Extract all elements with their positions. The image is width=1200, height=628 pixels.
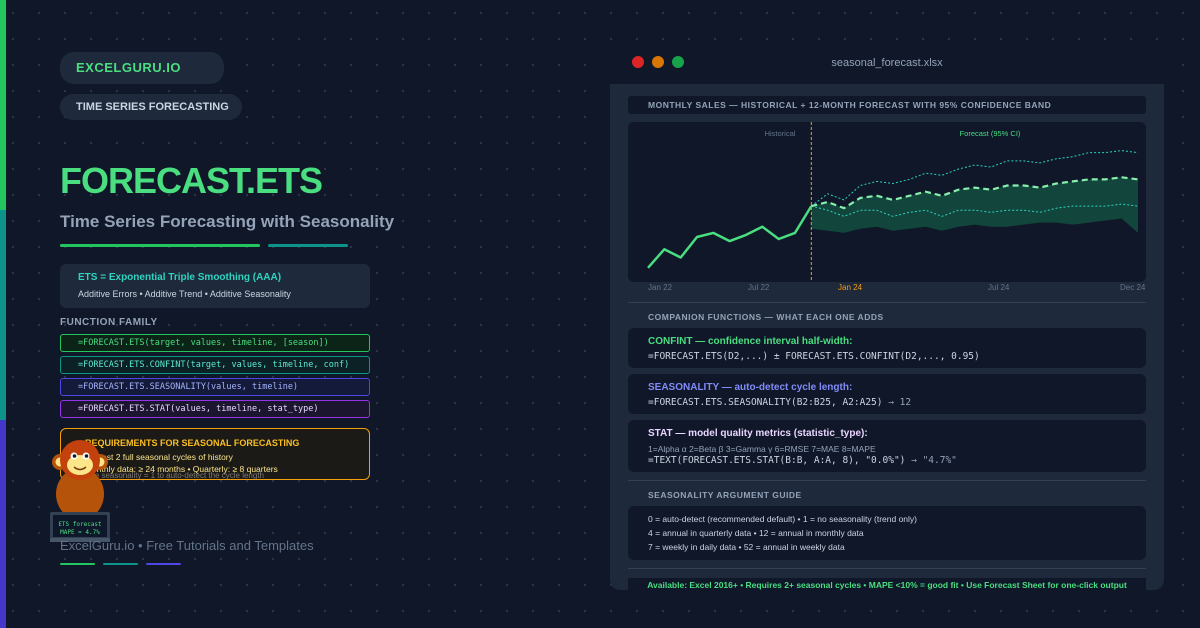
guide-line-1: 0 = auto-detect (recommended default) • … [648, 514, 917, 524]
seasonality-result: → 12 [888, 397, 912, 408]
brand-pill: EXCELGURU.IO [60, 52, 224, 84]
stat-card: STAT — model quality metrics (statistic_… [628, 420, 1146, 472]
x-tick-dec24: Dec 24 [1120, 283, 1146, 292]
footer-line-green [60, 563, 95, 565]
window-minimize-button[interactable] [652, 56, 664, 68]
ci-lower-line [811, 203, 1139, 217]
historical-series-line [647, 205, 813, 269]
seasonality-formula: =FORECAST.ETS.SEASONALITY(B2:B25, A2:A25… [648, 397, 911, 408]
seasonality-guide-box: 0 = auto-detect (recommended default) • … [628, 506, 1146, 560]
requirements-line-1: At least 2 full seasonal cycles of histo… [85, 452, 233, 462]
guide-line-3: 7 = weekly in daily data • 52 = annual i… [648, 542, 845, 552]
monkey-mascot-illustration: ETS forecast MAPE = 4.7% [48, 438, 114, 544]
confint-formula: =FORECAST.ETS(D2,...) ± FORECAST.ETS.CON… [648, 351, 980, 362]
ets-definition-box: ETS = Exponential Triple Smoothing (AAA)… [60, 264, 370, 308]
forecast-annotation: Forecast (95% CI) [960, 129, 1021, 138]
forecast-chart-svg: Historical Forecast (95% CI) [647, 122, 1139, 282]
historical-annotation: Historical [765, 129, 796, 138]
divider [628, 480, 1146, 481]
stat-result: → "4.7%" [911, 455, 957, 466]
forecast-chart: Historical Forecast (95% CI) [628, 122, 1146, 282]
requirements-line-2: Monthly data: ≥ 24 months • Quarterly: ≥… [85, 464, 278, 474]
mascot-screen-line-1: ETS forecast [58, 521, 102, 528]
stat-codes: 1=Alpha α 2=Beta β 3=Gamma γ 6=RMSE 7=MA… [648, 444, 876, 454]
divider [628, 568, 1146, 569]
stat-title: STAT — model quality metrics (statistic_… [648, 428, 868, 439]
function-forecast-ets-seasonality: =FORECAST.ETS.SEASONALITY(values, timeli… [60, 378, 370, 396]
window-close-button[interactable] [632, 56, 644, 68]
topic-pill: TIME SERIES FORECASTING [60, 94, 242, 120]
forecast-fill-band [811, 177, 1138, 233]
requirements-line-3: Use seasonality = 1 to auto-detect the c… [85, 471, 264, 480]
requirements-box: REQUIREMENTS FOR SEASONAL FORECASTING At… [60, 428, 370, 480]
confint-title: CONFINT — confidence interval half-width… [648, 336, 853, 347]
title-underline-teal [268, 244, 348, 247]
seasonality-card: SEASONALITY — auto-detect cycle length: … [628, 374, 1146, 414]
guide-line-2: 4 = annual in quarterly data • 12 = annu… [648, 528, 864, 538]
seasonality-title: SEASONALITY — auto-detect cycle length: [648, 382, 853, 393]
forecast-series-line [811, 176, 1139, 210]
function-forecast-ets-confint: =FORECAST.ETS.CONFINT(target, values, ti… [60, 356, 370, 374]
divider [628, 302, 1146, 303]
x-tick-jul24: Jul 24 [988, 283, 1010, 292]
window-title: seasonal_forecast.xlsx [831, 57, 943, 69]
requirements-title: REQUIREMENTS FOR SEASONAL FORECASTING [85, 438, 300, 448]
accent-bar [0, 0, 6, 628]
seasonality-formula-text: =FORECAST.ETS.SEASONALITY(B2:B25, A2:A25… [648, 397, 883, 408]
seasonality-guide-label: SEASONALITY ARGUMENT GUIDE [648, 490, 802, 500]
stat-formula-text: =TEXT(FORECAST.ETS.STAT(B:B, A:A, 8), "0… [648, 455, 906, 466]
stat-formula: =TEXT(FORECAST.ETS.STAT(B:B, A:A, 8), "0… [648, 455, 957, 466]
ci-upper-line [811, 150, 1139, 207]
function-family-label: FUNCTION FAMILY [60, 317, 158, 328]
function-forecast-ets: =FORECAST.ETS(target, values, timeline, … [60, 334, 370, 352]
footer-line-teal [103, 563, 138, 565]
footer-text: ExcelGuru.io • Free Tutorials and Templa… [60, 538, 314, 553]
title-underline-green [60, 244, 260, 247]
spreadsheet-window: seasonal_forecast.xlsx MONTHLY SALES — H… [610, 40, 1164, 590]
ets-definition-desc: Additive Errors • Additive Trend • Addit… [78, 289, 291, 299]
window-maximize-button[interactable] [672, 56, 684, 68]
window-titlebar: seasonal_forecast.xlsx [610, 40, 1164, 84]
availability-note: Available: Excel 2016+ • Requires 2+ sea… [628, 578, 1146, 590]
confint-card: CONFINT — confidence interval half-width… [628, 328, 1146, 368]
mascot-screen-line-2: MAPE = 4.7% [60, 529, 100, 536]
footer-line-indigo [146, 563, 181, 565]
page-subtitle: Time Series Forecasting with Seasonality [60, 212, 395, 231]
function-forecast-ets-stat: =FORECAST.ETS.STAT(values, timeline, sta… [60, 400, 370, 418]
chart-header: MONTHLY SALES — HISTORICAL + 12-MONTH FO… [628, 96, 1146, 114]
x-tick-jan24: Jan 24 [838, 283, 863, 292]
x-tick-jul22: Jul 22 [748, 283, 770, 292]
page-title: FORECAST.ETS [60, 160, 323, 201]
companion-functions-label: COMPANION FUNCTIONS — WHAT EACH ONE ADDS [648, 312, 884, 322]
ets-definition-title: ETS = Exponential Triple Smoothing (AAA) [78, 272, 282, 283]
x-tick-jan22: Jan 22 [648, 283, 673, 292]
